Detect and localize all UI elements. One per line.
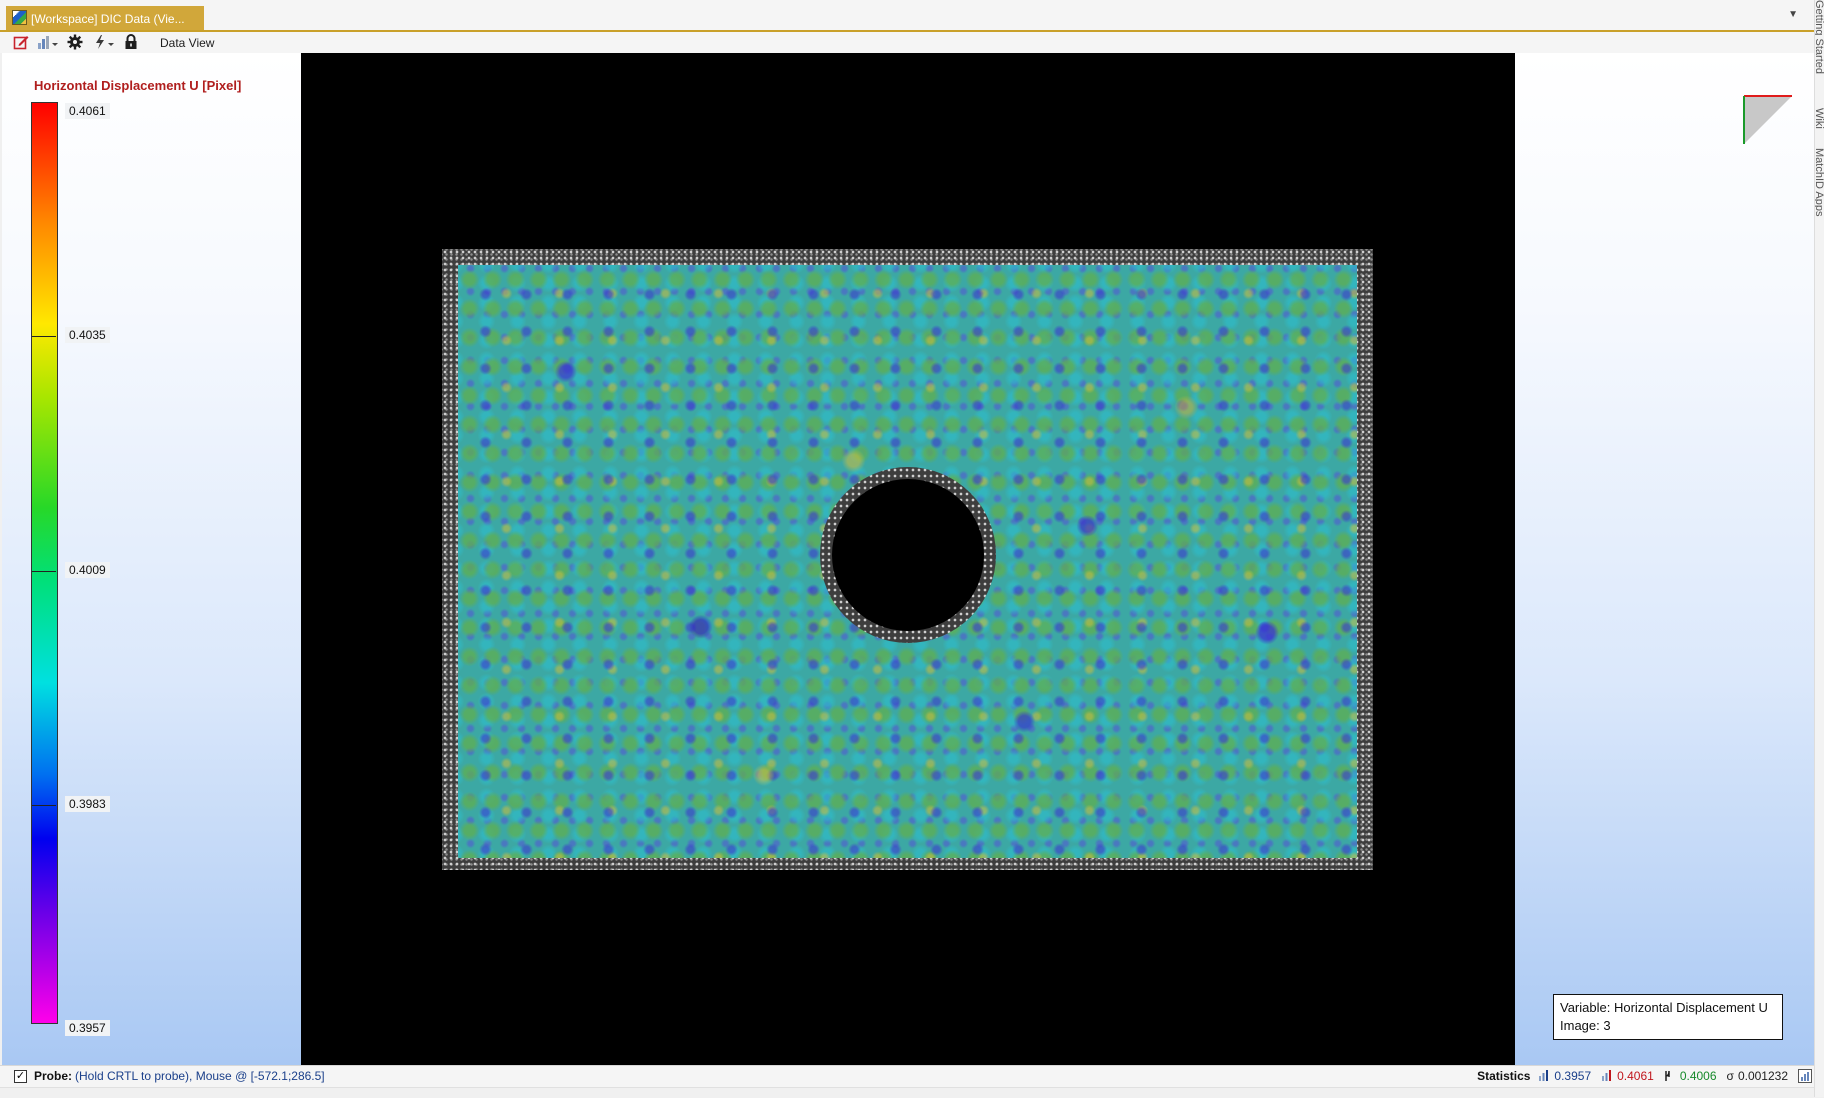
sigma-icon: σ (1726, 1069, 1734, 1083)
edit-icon[interactable] (12, 33, 30, 51)
info-box: Variable: Horizontal Displacement U Imag… (1553, 994, 1783, 1040)
data-viewport[interactable]: Horizontal Displacement U [Pixel] 0.4061… (2, 53, 1814, 1065)
legend-label-min: 0.3957 (65, 1020, 110, 1036)
bottom-border (0, 1087, 1824, 1098)
settings-gear-icon[interactable] (66, 33, 84, 51)
statistics: Statistics 0.3957 0.4061 0.4006 σ 0.0012… (1477, 1069, 1814, 1087)
legend-title: Horizontal Displacement U [Pixel] (34, 78, 242, 93)
stat-min-value: 0.3957 (1554, 1069, 1592, 1083)
specimen-hole (832, 479, 984, 631)
side-rail-wiki[interactable]: Wiki (1814, 108, 1824, 129)
specimen-hole-edge (820, 467, 996, 643)
toolbar: Data View (0, 32, 1814, 53)
lightning-dropdown-icon[interactable] (92, 33, 116, 51)
legend-label-max: 0.4061 (65, 103, 110, 119)
mean-icon (1664, 1069, 1676, 1084)
stat-mean-value: 0.4006 (1679, 1069, 1717, 1083)
stat-sigma-value: 0.001232 (1737, 1069, 1788, 1083)
probe-status-text: (Hold CRTL to probe), Mouse @ [-572.1;28… (75, 1069, 325, 1083)
legend-tick (32, 571, 56, 572)
max-bars-icon (1601, 1069, 1613, 1084)
min-bars-icon (1538, 1069, 1550, 1084)
legend-label: 0.4009 (65, 562, 110, 578)
legend-label: 0.4035 (65, 327, 110, 343)
statistics-chart-icon[interactable] (1798, 1069, 1812, 1086)
statistics-label: Statistics (1477, 1069, 1531, 1083)
probe-label: Probe: (34, 1069, 73, 1083)
side-rail: Getting Started Wiki MatchID Apps (1814, 0, 1824, 1097)
legend-label: 0.3983 (65, 796, 110, 812)
document-tab-strip: [Workspace] DIC Data (Vie... ▼ (0, 0, 1814, 32)
chart-dropdown-icon[interactable] (36, 33, 60, 51)
tab-dropdown-icon[interactable]: ▼ (1788, 9, 1798, 20)
dic-data-icon (12, 10, 27, 25)
info-image: Image: 3 (1560, 1018, 1611, 1033)
document-tab-title: [Workspace] DIC Data (Vie... (31, 12, 185, 26)
stat-max-value: 0.4061 (1617, 1069, 1654, 1083)
legend-tick (32, 336, 56, 337)
document-tab[interactable]: [Workspace] DIC Data (Vie... (6, 6, 204, 30)
data-view-label: Data View (160, 36, 215, 50)
orientation-triad-icon[interactable] (1741, 93, 1795, 150)
legend-color-bar (31, 102, 58, 1024)
render-area[interactable] (301, 53, 1515, 1065)
lock-icon[interactable] (122, 33, 140, 51)
side-rail-apps[interactable]: MatchID Apps (1814, 148, 1824, 217)
status-bar: ✓ Probe: (Hold CRTL to probe), Mouse @ [… (0, 1065, 1814, 1088)
legend-tick (32, 805, 56, 806)
side-rail-getting-started[interactable]: Getting Started (1814, 0, 1824, 74)
specimen[interactable] (442, 249, 1373, 870)
probe-checkbox[interactable]: ✓ (14, 1070, 27, 1083)
info-variable: Variable: Horizontal Displacement U (1560, 1000, 1768, 1015)
